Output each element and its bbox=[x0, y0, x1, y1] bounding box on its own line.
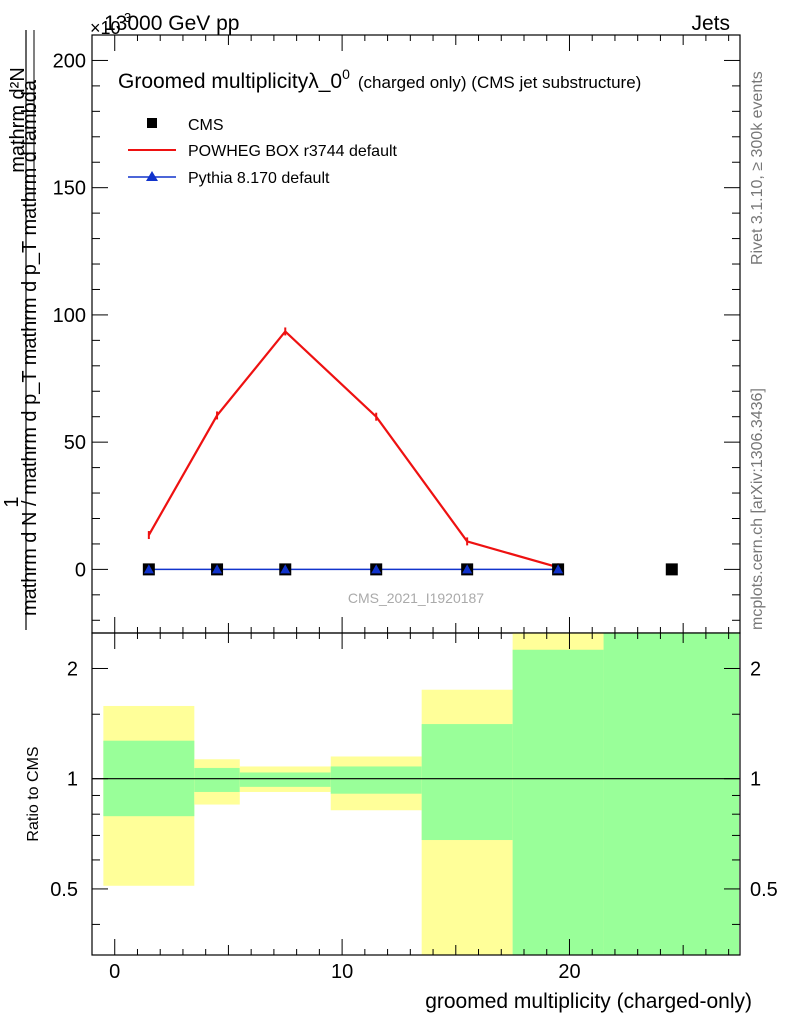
ratio-plot: 0.5 0.5 1 1 2 2 0 10 20 bbox=[50, 632, 778, 983]
legend-marker-pythia bbox=[146, 171, 158, 181]
y-tick-label: 200 bbox=[53, 50, 86, 72]
ratio-xlabel: groomed multiplicity (charged-only) bbox=[425, 990, 752, 1013]
legend-label-pythia: Pythia 8.170 default bbox=[188, 170, 330, 187]
legend: CMS POWHEG BOX r3744 default Pythia 8.17… bbox=[128, 117, 398, 187]
pythia-point bbox=[212, 564, 223, 574]
ratio-band-inner bbox=[330, 766, 422, 794]
x-tick-label: 0 bbox=[109, 961, 120, 983]
y-tick-label: 100 bbox=[53, 305, 86, 327]
category-label: Jets bbox=[691, 12, 730, 35]
ratio-y-tick-label: 2 bbox=[67, 658, 78, 680]
ratio-band-inner bbox=[194, 767, 240, 792]
legend-label-cms: CMS bbox=[188, 117, 224, 134]
pythia-point bbox=[371, 564, 382, 574]
exponent-power: 3 bbox=[124, 10, 131, 25]
y-tick-label: 50 bbox=[64, 432, 86, 454]
ratio-ylabel: Ratio to CMS bbox=[25, 746, 42, 841]
main-ylabel: 1 mathrm d N / mathrm d p_T mathrm d p_T… bbox=[1, 30, 41, 630]
ylabel-prefix: 1 bbox=[1, 496, 23, 507]
rivet-label: Rivet 3.1.10, ≥ 300k events bbox=[749, 71, 766, 265]
ratio-band-inner bbox=[421, 724, 513, 841]
main-x-ticks bbox=[91, 35, 730, 633]
series-layer bbox=[142, 327, 678, 576]
y-tick-label: 0 bbox=[75, 559, 86, 581]
energy-label: 13000 GeV pp bbox=[104, 12, 239, 35]
ratio-x-ticks: 0 10 20 bbox=[91, 633, 730, 983]
mcplots-label: mcplots.cern.ch [arXiv:1306.3436] bbox=[749, 388, 766, 630]
exponent-label: ×10 bbox=[90, 18, 121, 38]
pythia-point bbox=[280, 564, 291, 574]
legend-marker-cms bbox=[147, 118, 157, 128]
main-y-ticks: 0 50 100 150 200 bbox=[53, 34, 740, 621]
ratio-y-tick-label: 1 bbox=[67, 769, 78, 791]
watermark: CMS_2021_I1920187 bbox=[348, 590, 484, 606]
x-tick-label: 20 bbox=[558, 961, 580, 983]
y-tick-label: 150 bbox=[53, 178, 86, 200]
plot-title-main: Groomed multiplicityλ_0 bbox=[118, 70, 342, 93]
legend-label-powheg: POWHEG BOX r3744 default bbox=[188, 143, 398, 160]
powheg-line bbox=[147, 329, 559, 569]
ratio-y-tick-label-right: 0.5 bbox=[750, 879, 778, 901]
plot-title-sup: 0 bbox=[342, 66, 350, 82]
ratio-band-inner bbox=[603, 633, 739, 955]
cms-point bbox=[665, 563, 678, 576]
pythia-point bbox=[462, 564, 473, 574]
plot-title: Groomed multiplicityλ_00 (charged only) (… bbox=[118, 66, 641, 93]
plot-title-tail: (charged only) (CMS jet substructure) bbox=[358, 73, 641, 92]
ylabel-numerator: mathrm d²N bbox=[7, 67, 29, 173]
ratio-band-inner bbox=[512, 649, 604, 955]
ratio-band-inner bbox=[239, 772, 331, 787]
ratio-y-tick-label: 0.5 bbox=[50, 879, 78, 901]
x-tick-label: 10 bbox=[331, 961, 353, 983]
pythia-point bbox=[553, 564, 564, 574]
ratio-bands bbox=[103, 633, 739, 955]
ylabel-denominator: mathrm d N / mathrm d p_T mathrm d p_T m… bbox=[19, 79, 41, 616]
ratio-y-ticks: 0.5 0.5 1 1 2 2 bbox=[50, 658, 778, 925]
ratio-y-tick-label-right: 1 bbox=[750, 769, 761, 791]
ratio-plot-frame bbox=[91, 632, 741, 956]
ratio-y-tick-label-right: 2 bbox=[750, 658, 761, 680]
pythia-point bbox=[143, 564, 154, 574]
